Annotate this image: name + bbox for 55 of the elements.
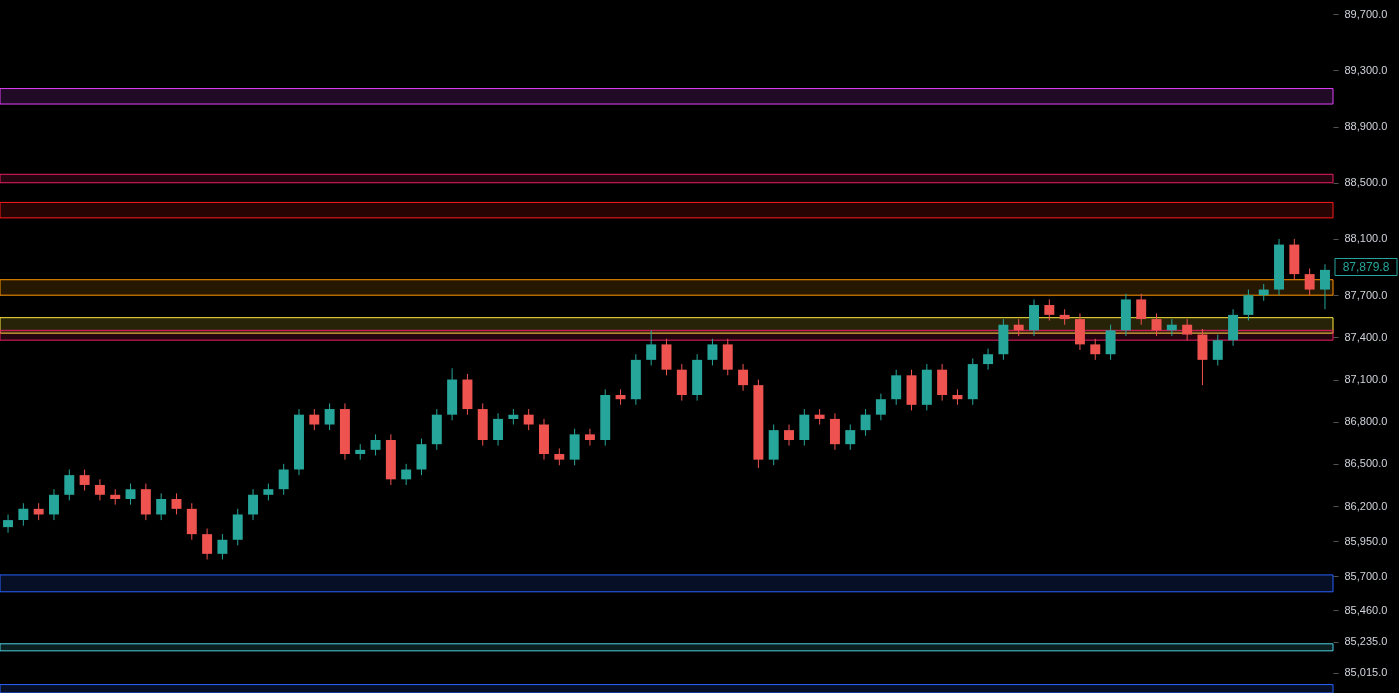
y-tick-label: 89,300.0 [1344, 63, 1388, 76]
y-tick-label: 85,950.0 [1344, 534, 1388, 547]
candlestick [1090, 338, 1101, 361]
candlestick [1212, 334, 1223, 366]
candlestick [707, 338, 718, 366]
candlestick [125, 483, 136, 506]
y-tick-label: 87,100.0 [1344, 373, 1388, 386]
candlestick [738, 363, 749, 392]
candlestick [1243, 289, 1254, 321]
candlestick [875, 393, 886, 421]
candlestick [845, 424, 856, 451]
candlestick [891, 369, 902, 406]
candlestick [401, 463, 412, 486]
y-tick-label: 85,460.0 [1344, 603, 1388, 616]
candlestick [94, 478, 105, 501]
candlestick [1044, 298, 1055, 321]
text: 87,879.8 [1342, 260, 1390, 274]
candlestick [324, 402, 335, 431]
candlestick [171, 492, 182, 515]
y-tick-label: 85,235.0 [1344, 635, 1388, 648]
y-tick-label: 85,700.0 [1344, 569, 1388, 582]
candlestick [202, 528, 213, 560]
y-tick-label: 86,800.0 [1344, 415, 1388, 428]
candlestick [3, 513, 14, 534]
candlestick [156, 492, 167, 521]
y-tick-label: 86,200.0 [1344, 499, 1388, 512]
candlestick [584, 428, 595, 447]
candlestick [860, 408, 871, 437]
candlestick [1319, 263, 1330, 310]
y-tick-label: 87,700.0 [1344, 288, 1388, 301]
candlestick [1182, 318, 1193, 341]
y-tick-label: 87,400.0 [1344, 330, 1388, 343]
candlestick [1136, 293, 1147, 326]
y-tick-label: 89,700.0 [1344, 7, 1388, 20]
y-tick-label: 86,500.0 [1344, 457, 1388, 470]
candlestick [64, 469, 75, 501]
candlestick [309, 408, 320, 431]
candlestick [523, 408, 534, 431]
candlestick [49, 488, 59, 521]
y-tick-label: 88,100.0 [1344, 232, 1388, 245]
candlestick [18, 502, 29, 527]
candlestick [79, 469, 90, 492]
candlestick [248, 488, 259, 521]
candlestick [217, 533, 228, 560]
candlestick [784, 424, 794, 447]
candlestick [983, 348, 994, 371]
candlestick [493, 412, 504, 447]
candlestick [646, 329, 657, 366]
candlestick [278, 463, 289, 496]
candlestick [1304, 267, 1315, 296]
y-tick-label: 85,015.0 [1344, 666, 1388, 679]
y-tick-label: 88,500.0 [1344, 176, 1388, 189]
candlestick [1105, 324, 1116, 361]
y-tick-label: 88,900.0 [1344, 120, 1388, 133]
candlestick [370, 433, 381, 456]
